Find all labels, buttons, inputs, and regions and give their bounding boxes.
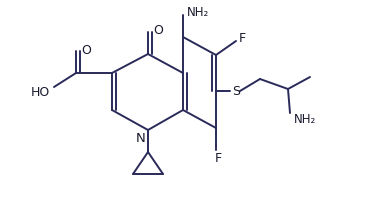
Text: NH₂: NH₂ bbox=[187, 6, 209, 19]
Text: N: N bbox=[136, 131, 146, 144]
Text: F: F bbox=[239, 32, 246, 44]
Text: S: S bbox=[232, 84, 240, 97]
Text: HO: HO bbox=[30, 85, 50, 98]
Text: O: O bbox=[81, 43, 91, 56]
Text: F: F bbox=[214, 152, 222, 165]
Text: NH₂: NH₂ bbox=[294, 112, 316, 125]
Text: O: O bbox=[153, 23, 163, 36]
